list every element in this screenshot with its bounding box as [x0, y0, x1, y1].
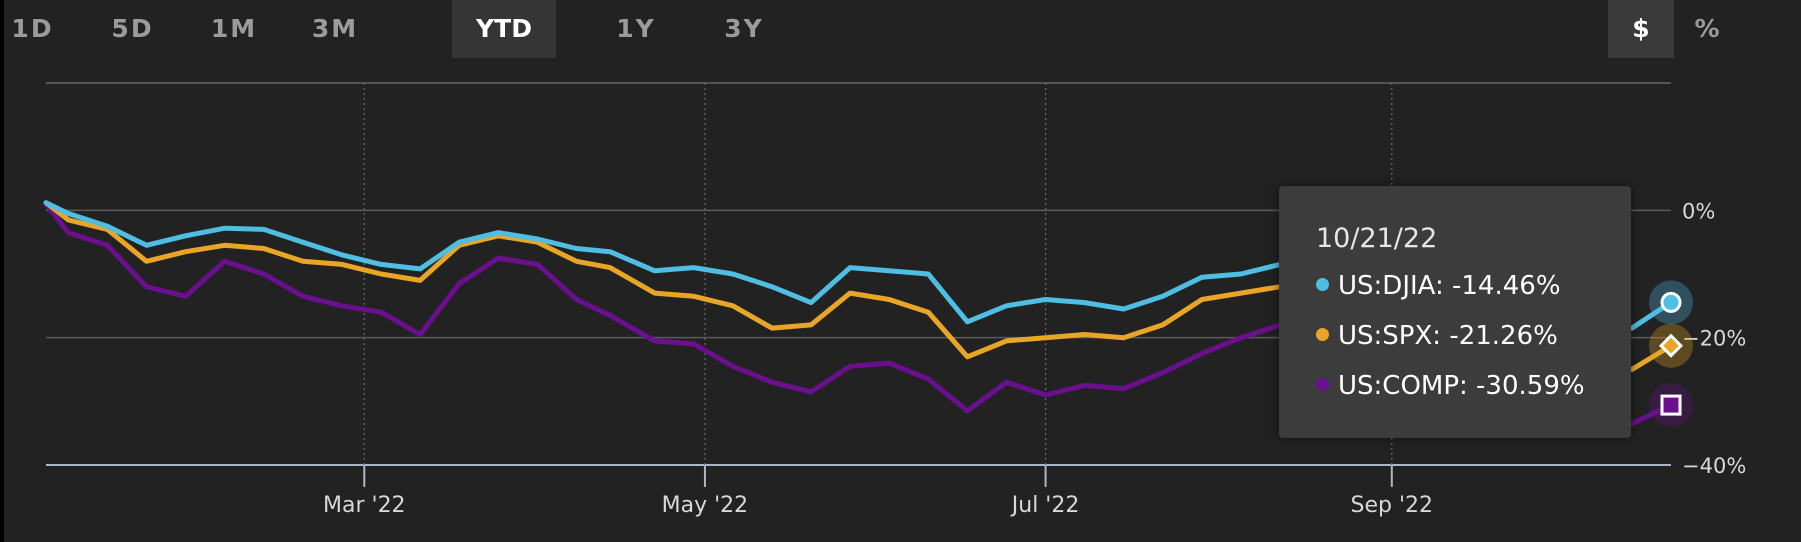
tooltip-label-spx: US:SPX: -21.26%: [1338, 321, 1558, 351]
marker-comp: [1660, 394, 1682, 416]
comp-dot-icon: [1316, 378, 1329, 391]
tooltip-date: 10/21/22: [1316, 223, 1438, 254]
x-tick-label: Sep '22: [1351, 493, 1434, 518]
range-tab-bar: 1D 5D 1M 3M YTD 1Y 3Y: [4, 0, 774, 58]
tooltip-row-djia: US:DJIA: -14.46%: [1316, 271, 1561, 301]
tab-5d[interactable]: 5D: [111, 14, 154, 43]
tab-3m[interactable]: 3M: [311, 14, 359, 43]
tab-ytd[interactable]: YTD: [452, 0, 556, 58]
marker-djia: [1660, 291, 1682, 313]
x-tick-label: Mar '22: [323, 493, 406, 518]
x-tick-label: May '22: [662, 493, 749, 518]
y-tick-label: 0%: [1682, 199, 1715, 223]
tab-1y[interactable]: 1Y: [616, 14, 656, 43]
djia-dot-icon: [1316, 278, 1329, 291]
y-tick-label: −20%: [1682, 327, 1746, 351]
tooltip-label-djia: US:DJIA: -14.46%: [1338, 271, 1561, 301]
tooltip-row-comp: US:COMP: -30.59%: [1316, 371, 1585, 401]
tooltip-row-spx: US:SPX: -21.26%: [1316, 321, 1558, 351]
tab-1m[interactable]: 1M: [210, 14, 258, 43]
tab-percent[interactable]: %: [1694, 14, 1720, 43]
hover-tooltip: 10/21/22 US:DJIA: -14.46% US:SPX: -21.26…: [1279, 186, 1631, 438]
tab-dollar[interactable]: $: [1608, 0, 1674, 58]
spx-dot-icon: [1316, 328, 1329, 341]
tooltip-label-comp: US:COMP: -30.59%: [1338, 371, 1585, 401]
y-tick-label: −40%: [1682, 454, 1746, 478]
tab-3y[interactable]: 3Y: [724, 14, 764, 43]
marker-spx: [1658, 333, 1684, 358]
x-tick-label: Jul '22: [1010, 493, 1080, 518]
left-border: [0, 0, 4, 542]
tab-1d[interactable]: 1D: [11, 14, 54, 43]
unit-tab-bar: $ %: [1608, 0, 1740, 58]
